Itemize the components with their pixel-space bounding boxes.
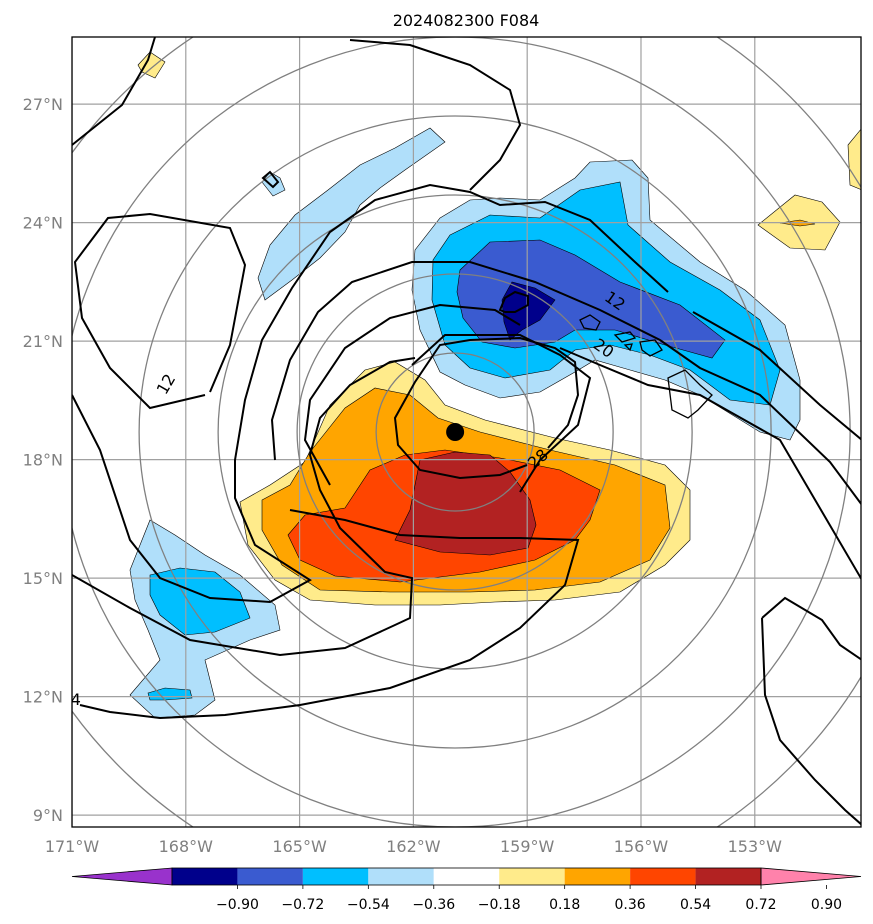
colorbar-tick-label: −0.72 [281, 897, 324, 913]
contour-line [79, 509, 580, 720]
range-ring [296, 273, 614, 591]
longitude-tick-label: 168°W [159, 837, 214, 856]
contour-line [270, 261, 861, 506]
contour-lines [72, 37, 861, 826]
figure-title: 2024082300 F084 [393, 11, 540, 30]
colorbar-tick-label: 0.36 [615, 897, 646, 913]
longitude-tick-label: 159°W [500, 837, 555, 856]
axes-frame [71, 36, 862, 828]
contour-line [761, 617, 861, 826]
longitude-tick-label: 156°W [614, 837, 669, 856]
shade-light-blue-nw [257, 127, 446, 301]
range-ring [375, 352, 535, 512]
colorbar-frame [171, 867, 762, 886]
contour-line [498, 290, 529, 313]
latitude-tick-label: 18°N [23, 451, 63, 470]
contour-label: 12 [153, 371, 180, 398]
contour-label: 4 [71, 690, 81, 709]
contour-line [692, 311, 861, 441]
storm-center-marker [446, 423, 465, 441]
contour-line [72, 37, 156, 146]
contour-line [303, 303, 521, 486]
latitude-tick-label: 24°N [23, 214, 63, 233]
colorbar-tick-label: 0.54 [680, 897, 711, 913]
colorbar-segment [302, 868, 369, 885]
islands [579, 314, 713, 419]
shade-dark-blue [501, 281, 556, 341]
longitude-tick-labels: 171°W 168°W 165°W 162°W 159°W 156°W 153°W [45, 837, 782, 856]
island-outline [579, 314, 601, 331]
contour-line [761, 596, 861, 661]
contour-line [73, 212, 247, 410]
shading-layer [129, 51, 861, 719]
colorbar-tick-label: −0.18 [478, 897, 521, 913]
contour-line [72, 357, 416, 657]
contour-line [349, 39, 522, 191]
colorbar-extend-max [760, 867, 862, 886]
contour-line [411, 334, 592, 493]
latitude-tick-label: 15°N [23, 569, 63, 588]
colorbar-tick-label: 0.90 [811, 897, 842, 913]
latitude-tick-label: 21°N [23, 332, 63, 351]
colorbar-extend-min [71, 867, 173, 886]
colorbar-segment [499, 868, 565, 885]
longitude-tick-label: 162°W [386, 837, 441, 856]
latitude-tick-label: 27°N [23, 95, 63, 114]
contour-line [559, 347, 861, 581]
colorbar-segment [695, 868, 761, 885]
range-ring [217, 194, 693, 670]
island-outline [639, 339, 663, 357]
colorbar-segment [172, 868, 238, 885]
island-outline [613, 331, 637, 343]
range-ring [138, 115, 772, 749]
colorbar-segment [237, 868, 303, 885]
longitude-tick-label: 165°W [272, 837, 327, 856]
colorbar-tick-label: −0.36 [412, 897, 455, 913]
colorbar-segment [368, 868, 434, 885]
contour-line [261, 170, 280, 189]
contour-line [393, 336, 580, 480]
colorbar-tick-label: 0.18 [549, 897, 580, 913]
shade-yellow-nw-small [137, 51, 166, 79]
colorbar-tick-label: −0.54 [347, 897, 390, 913]
colorbar-segment [630, 868, 696, 885]
latitude-tick-label: 12°N [23, 688, 63, 707]
colorbar: −0.90 −0.72 −0.54 −0.36 −0.18 0.18 0.36 0.54 0.7… [71, 867, 862, 913]
island-outline [623, 343, 633, 352]
longitude-tick-label: 153°W [728, 837, 783, 856]
colorbar-tick-label: 0.72 [745, 897, 776, 913]
latitude-tick-label: 9°N [33, 806, 63, 825]
longitude-tick-label: 171°W [45, 837, 100, 856]
shade-yellow-e-edge [847, 128, 861, 190]
range-ring [72, 37, 851, 827]
latitude-tick-labels: 9°N 12°N 15°N 18°N 21°N 24°N 27°N [23, 95, 63, 825]
island-outline [667, 369, 713, 419]
colorbar-segment [564, 868, 631, 885]
colorbar-tick-label: −0.90 [216, 897, 259, 913]
contour-line [72, 183, 669, 604]
colorbar-segment [433, 868, 500, 885]
